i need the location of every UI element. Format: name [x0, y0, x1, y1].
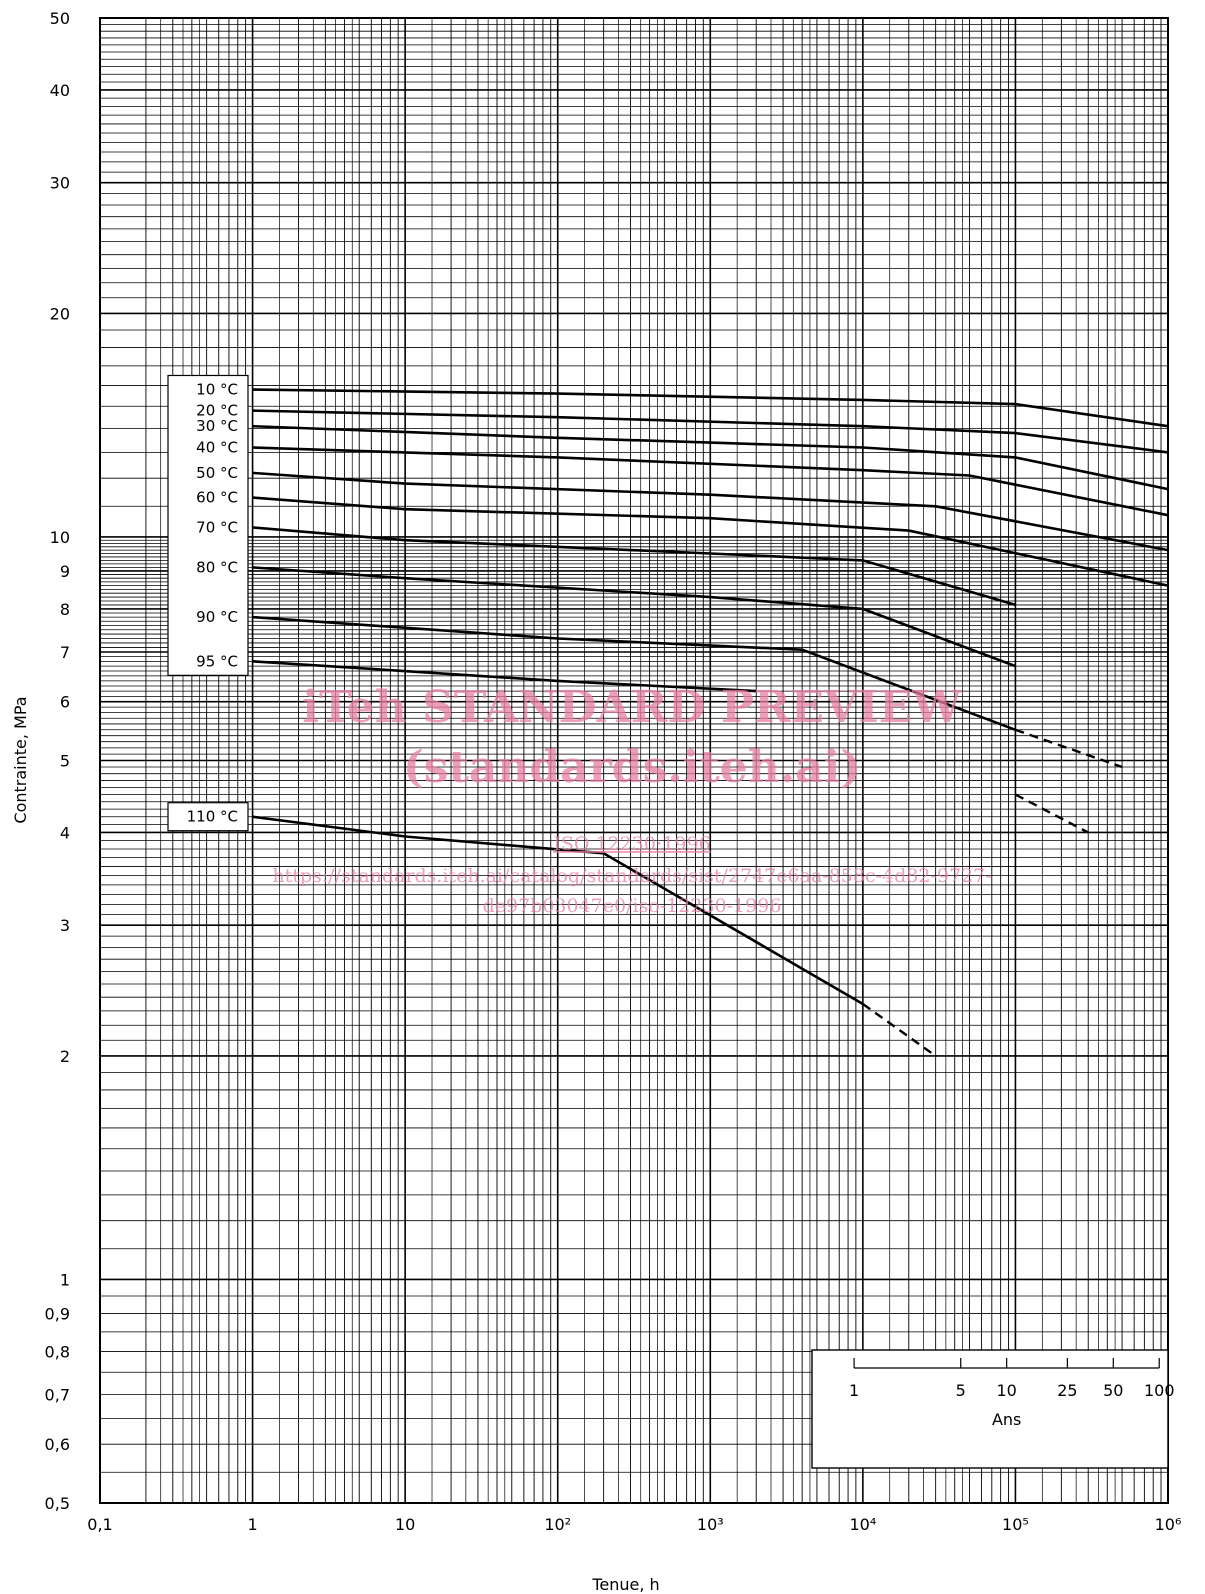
curve-line: [252, 526, 1016, 607]
watermark-line3: ISO 12230:1996: [553, 833, 710, 855]
y-tick-label: 1: [60, 1270, 70, 1289]
curve-label: 70 °C: [196, 518, 238, 536]
watermark-line4: https://standards.iteh.ai/catalog/standa…: [272, 865, 991, 887]
curve-label: 10 °C: [196, 380, 238, 398]
curve-label: 50 °C: [196, 464, 238, 482]
y-tick-label: 0,6: [45, 1435, 70, 1454]
curve-line: [252, 471, 1169, 552]
curve-line-extrapolated: [1015, 728, 1123, 769]
y-tick-label: 6: [60, 693, 70, 712]
y-tick-labels: 50 40 30 20 10 9 8 7 6 5 4 3 2 1 0,9 0,8 0,7 0,6 0,5: [45, 9, 70, 1513]
years-label: Ans: [992, 1410, 1021, 1429]
curve-line: [252, 388, 1169, 428]
y-tick-label: 7: [60, 643, 70, 662]
years-scale-box: 1 5 10 25 50 100 Ans: [811, 1349, 1175, 1469]
y-tick-label: 40: [50, 81, 70, 100]
y-tick-label: 50: [50, 9, 70, 28]
years-tick-label: 1: [849, 1381, 859, 1400]
curve-line: [252, 409, 1169, 454]
watermark-line5: de97b03047e0/iso-12230-1996: [483, 895, 782, 917]
curve-line: [252, 424, 1169, 491]
x-tick-label: 10⁵: [1002, 1515, 1029, 1534]
y-axis-title: Contrainte, MPa: [11, 696, 30, 823]
y-tick-label: 30: [50, 174, 70, 193]
x-tick-label: 10⁶: [1155, 1515, 1182, 1534]
x-tick-label: 10⁴: [849, 1515, 876, 1534]
curve-label: 60 °C: [196, 489, 238, 507]
x-tick-label: 0,1: [87, 1515, 112, 1534]
x-tick-label: 10: [395, 1515, 415, 1534]
y-tick-label: 2: [60, 1047, 70, 1066]
x-tick-label: 1: [247, 1515, 257, 1534]
y-tick-label: 3: [60, 916, 70, 935]
curve-label: 90 °C: [196, 608, 238, 626]
curve-label: 20 °C: [196, 402, 238, 420]
curve-label: 40 °C: [196, 438, 238, 456]
y-tick-label: 0,5: [45, 1494, 70, 1513]
curve-line-extrapolated: [1014, 793, 1089, 834]
curve-line: [252, 446, 1169, 517]
years-tick-label: 100: [1144, 1381, 1175, 1400]
y-tick-label: 10: [50, 528, 70, 547]
x-tick-labels: 0,1 1 10 10² 10³ 10⁴ 10⁵ 10⁶: [87, 1515, 1181, 1534]
y-tick-label: 0,8: [45, 1342, 70, 1361]
years-tick-label: 10: [996, 1381, 1016, 1400]
curve-label: 80 °C: [196, 558, 238, 576]
years-tick-label: 5: [956, 1381, 966, 1400]
y-tick-label: 4: [60, 823, 70, 842]
y-tick-label: 8: [60, 600, 70, 619]
years-tick-label: 50: [1103, 1381, 1123, 1400]
grid: [100, 18, 1168, 1503]
curve-label-panel: [167, 802, 249, 832]
curve-line: [252, 615, 1016, 732]
curve-label-panel: [167, 374, 249, 676]
y-tick-label: 0,9: [45, 1304, 70, 1323]
watermark-line2: (standards.iteh.ai): [403, 742, 861, 793]
watermark-line1: iTeh STANDARD PREVIEW: [302, 682, 962, 733]
years-tick-label: 25: [1057, 1381, 1077, 1400]
y-tick-label: 20: [50, 304, 70, 323]
curve-label-box: [167, 374, 249, 832]
curve-line: [252, 496, 1169, 587]
curve-label: 110 °C: [187, 808, 238, 826]
y-tick-label: 0,7: [45, 1385, 70, 1404]
curve-line: [252, 815, 864, 1006]
x-tick-label: 10²: [544, 1515, 571, 1534]
curve-line: [252, 566, 1016, 668]
watermark: iTeh STANDARD PREVIEW (standards.iteh.ai…: [272, 682, 991, 917]
curves: 10 °C 20 °C30 °C 40 °C 50 °C 60 °C 70 °C 80 °C…: [187, 380, 1169, 1057]
curve-label: 95 °C: [196, 652, 238, 670]
y-tick-label: 5: [60, 752, 70, 771]
x-axis-title: Tenue, h: [591, 1575, 659, 1594]
x-tick-label: 10³: [697, 1515, 724, 1534]
y-tick-label: 9: [60, 562, 70, 581]
curve-label: 30 °C: [196, 417, 238, 435]
curve-line: [252, 660, 757, 693]
years-panel: [811, 1349, 1169, 1469]
